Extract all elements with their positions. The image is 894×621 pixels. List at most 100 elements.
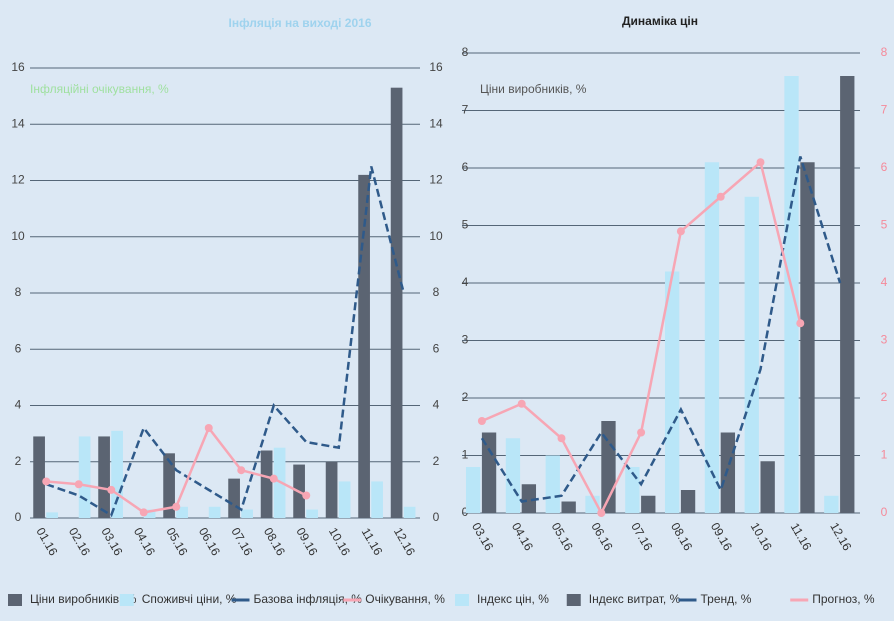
point: [517, 399, 526, 408]
y-tick-label: 8: [462, 45, 469, 59]
bar: [664, 271, 680, 513]
point: [74, 480, 83, 489]
bar: [641, 495, 656, 513]
bar: [465, 467, 481, 513]
bar: [176, 506, 188, 518]
y-tick-label: 0: [462, 505, 469, 519]
point: [42, 477, 51, 486]
bar: [390, 87, 403, 518]
y2-tick-label: 3: [881, 333, 888, 347]
bar: [680, 490, 696, 513]
y2-tick-label: 7: [881, 103, 888, 117]
y-tick-label: 5: [462, 218, 469, 232]
bar: [720, 432, 736, 513]
y-tick-label: 16: [11, 60, 25, 74]
chart-title: Інфляція на виході 2016: [229, 16, 372, 30]
y2-tick-label: 6: [881, 160, 888, 174]
point: [756, 158, 765, 167]
y2-tick-label: 6: [433, 341, 440, 355]
legend-label: Індекс витрат, %: [589, 592, 681, 606]
bar: [228, 478, 240, 518]
y2-tick-label: 16: [429, 60, 443, 74]
bar: [241, 509, 253, 518]
y2-tick-label: 8: [881, 45, 888, 59]
bar: [78, 436, 91, 518]
legend-swatch: [119, 594, 134, 606]
point: [204, 424, 213, 432]
bar: [800, 162, 815, 513]
chart-subtitle: Інфляційні очікування, %: [30, 82, 169, 96]
legend-label: Споживчі ціни, %: [142, 592, 237, 606]
legend-swatch: [8, 594, 22, 606]
y2-tick-label: 4: [433, 398, 440, 412]
y2-tick-label: 8: [433, 285, 440, 299]
point: [637, 428, 646, 437]
bar: [98, 436, 110, 518]
bar: [784, 76, 799, 513]
point: [477, 417, 486, 425]
y-tick-label: 6: [462, 160, 469, 174]
y-tick-label: 4: [462, 275, 469, 289]
bar: [371, 481, 383, 518]
legend-label: Прогноз, %: [812, 592, 875, 606]
y-tick-label: 6: [15, 341, 22, 355]
bar: [208, 506, 221, 518]
bar: [306, 509, 318, 518]
bar: [403, 506, 416, 518]
bar: [111, 430, 123, 518]
legend-label: Тренд, %: [701, 592, 752, 606]
y2-tick-label: 14: [429, 116, 443, 130]
point: [269, 474, 278, 483]
legend-swatch: [455, 594, 469, 606]
point: [597, 509, 606, 517]
y2-tick-label: 2: [433, 454, 440, 468]
point: [557, 434, 566, 443]
y-tick-label: 0: [15, 510, 22, 524]
y-tick-label: 12: [11, 173, 25, 187]
y-tick-label: 10: [11, 229, 25, 243]
point: [796, 319, 805, 328]
chart-title: Динаміка цін: [622, 14, 698, 28]
y-tick-label: 3: [462, 333, 469, 347]
legend-label: Ціни виробників, %: [30, 592, 137, 606]
y-tick-label: 8: [15, 285, 22, 299]
line: [480, 156, 842, 503]
bar: [561, 501, 576, 513]
y-tick-label: 14: [11, 116, 25, 130]
y2-tick-label: 10: [429, 229, 443, 243]
bar: [585, 495, 600, 513]
chart-subtitle: Ціни виробників, %: [480, 82, 587, 96]
legend-label: Індекс цін, %: [477, 592, 549, 606]
point: [716, 192, 725, 201]
bar: [325, 461, 338, 518]
point: [139, 508, 148, 517]
y-tick-label: 4: [15, 398, 22, 412]
bar: [521, 484, 537, 513]
y2-tick-label: 1: [881, 448, 888, 462]
bar: [760, 461, 775, 513]
legend-label: Очікування, %: [365, 592, 445, 606]
y2-tick-label: 2: [881, 390, 888, 404]
legend-label: Базова інфляція, %: [254, 592, 363, 606]
point: [237, 466, 246, 475]
y2-tick-label: 12: [429, 173, 443, 187]
y2-tick-label: 0: [433, 510, 440, 524]
bar: [33, 436, 45, 518]
bar: [824, 495, 839, 513]
bar: [545, 455, 560, 513]
bar: [358, 174, 370, 518]
bar: [143, 509, 156, 518]
point: [676, 227, 685, 236]
bar: [338, 481, 351, 518]
bar: [260, 450, 273, 518]
bar: [481, 432, 497, 513]
bar: [505, 438, 521, 513]
y-tick-label: 2: [462, 390, 469, 404]
bar: [840, 76, 855, 513]
bar: [46, 512, 58, 518]
line: [45, 166, 405, 518]
point: [172, 502, 181, 511]
y2-tick-label: 0: [881, 505, 888, 519]
